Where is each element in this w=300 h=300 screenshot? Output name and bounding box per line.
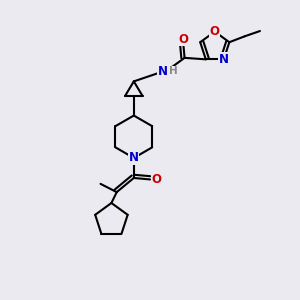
Text: N: N bbox=[158, 64, 168, 78]
Text: N: N bbox=[219, 53, 229, 66]
Text: O: O bbox=[210, 25, 220, 38]
Text: O: O bbox=[152, 173, 161, 186]
Text: H: H bbox=[169, 66, 178, 76]
Text: O: O bbox=[178, 33, 188, 46]
Text: N: N bbox=[129, 152, 139, 164]
